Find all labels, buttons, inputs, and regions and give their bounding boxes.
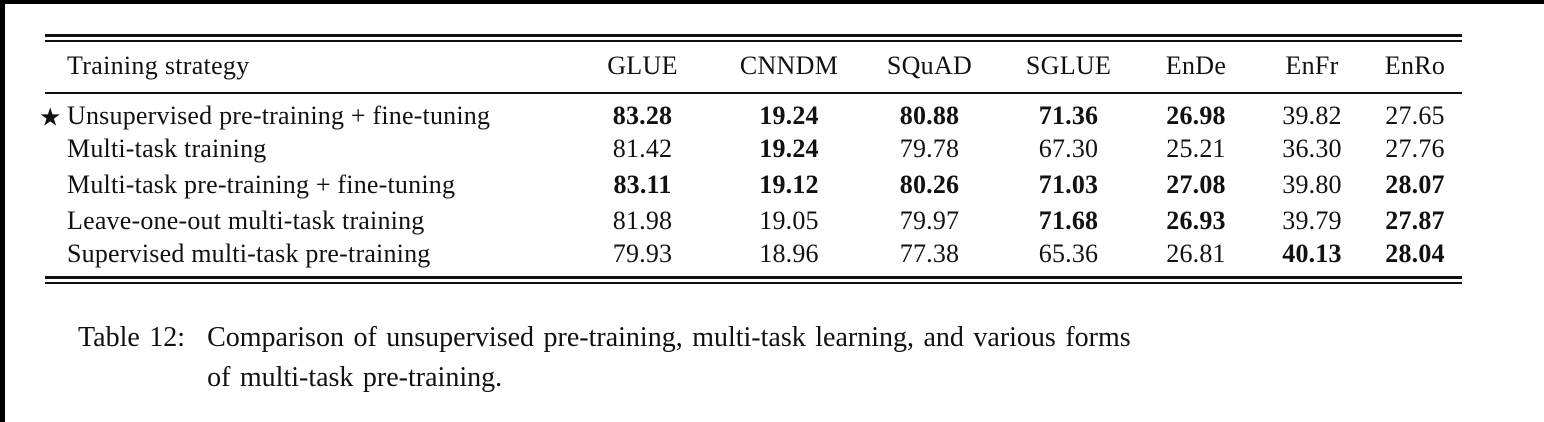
column-header-training-strategy: Training strategy xyxy=(45,42,565,94)
row-label-text: Supervised multi-task pre-training xyxy=(67,239,431,268)
cell-cnndm: 19.05 xyxy=(759,206,819,235)
column-header-enro: EnRo xyxy=(1368,42,1462,94)
table-top-rule xyxy=(45,34,1462,42)
cell-glue: 79.93 xyxy=(612,239,673,268)
column-header-enfr: EnFr xyxy=(1256,42,1368,94)
cell-sglue: 67.30 xyxy=(1038,134,1099,163)
table-bottom-rule xyxy=(45,276,1462,284)
star-icon: ★ xyxy=(39,102,62,132)
cell-ende: 26.93 xyxy=(1166,206,1226,235)
row-label-text: Unsupervised pre-training + fine-tuning xyxy=(67,101,491,130)
row-label-text: Multi-task training xyxy=(67,134,267,163)
column-header-sglue: SGLUE xyxy=(1001,42,1136,94)
cell-glue: 83.11 xyxy=(613,170,672,199)
table-caption: Table 12: Comparison of unsupervised pre… xyxy=(78,318,1478,398)
row-label-text: Multi-task pre-training + fine-tuning xyxy=(67,170,456,199)
cell-glue: 81.42 xyxy=(612,134,673,163)
table-row: ★ Unsupervised pre-training + fine-tuning… xyxy=(39,93,1462,131)
cell-enfr: 39.82 xyxy=(1282,101,1342,130)
cell-squad: 79.97 xyxy=(899,206,960,235)
column-header-ende: EnDe xyxy=(1136,42,1256,94)
caption-line: of multi-task pre-training. xyxy=(207,362,503,393)
row-label: Multi-task training xyxy=(45,131,565,167)
table-row: Leave-one-out multi-task training 81.98 … xyxy=(45,203,1462,239)
column-header-cnndm: CNNDM xyxy=(720,42,858,94)
cell-ende: 26.98 xyxy=(1166,101,1226,130)
row-label: ★ Unsupervised pre-training + fine-tuning xyxy=(39,93,565,131)
caption-text: Comparison of unsupervised pre-training,… xyxy=(207,318,1478,398)
cell-sglue: 71.03 xyxy=(1038,170,1099,199)
cell-cnndm: 19.24 xyxy=(759,101,819,130)
table-row: Multi-task training 81.42 19.24 79.78 67… xyxy=(45,131,1462,167)
row-label: Leave-one-out multi-task training xyxy=(45,203,565,239)
cell-enro: 27.65 xyxy=(1385,101,1445,130)
cell-enro: 27.76 xyxy=(1385,134,1445,163)
row-label: Multi-task pre-training + fine-tuning xyxy=(45,167,565,203)
caption-line: Comparison of unsupervised pre-training,… xyxy=(207,322,1131,353)
cell-enfr: 39.80 xyxy=(1282,170,1342,199)
results-table: Training strategy GLUE CNNDM SQuAD SGLUE… xyxy=(39,34,1462,284)
cell-enro: 27.87 xyxy=(1385,206,1445,235)
table-row: Supervised multi-task pre-training 79.93… xyxy=(45,239,1462,276)
table-row: Multi-task pre-training + fine-tuning 83… xyxy=(45,167,1462,203)
cell-cnndm: 19.24 xyxy=(759,134,819,163)
crop-edge-left xyxy=(0,0,5,422)
cell-ende: 27.08 xyxy=(1166,170,1226,199)
cell-ende: 25.21 xyxy=(1166,134,1226,163)
cell-squad: 80.26 xyxy=(899,170,960,199)
cell-enfr: 36.30 xyxy=(1282,134,1342,163)
cell-squad: 80.88 xyxy=(899,101,960,130)
column-header-glue: GLUE xyxy=(565,42,720,94)
cell-glue: 81.98 xyxy=(612,206,673,235)
cell-cnndm: 18.96 xyxy=(759,239,819,268)
column-header-squad: SQuAD xyxy=(858,42,1001,94)
cell-enfr: 40.13 xyxy=(1282,239,1342,268)
caption-label: Table 12: xyxy=(78,322,186,353)
cell-cnndm: 19.12 xyxy=(759,170,819,199)
cell-squad: 79.78 xyxy=(899,134,960,163)
cell-glue: 83.28 xyxy=(612,101,673,130)
cell-ende: 26.81 xyxy=(1166,239,1226,268)
comparison-table: Training strategy GLUE CNNDM SQuAD SGLUE… xyxy=(39,42,1462,276)
cell-enfr: 39.79 xyxy=(1282,206,1342,235)
cell-squad: 77.38 xyxy=(899,239,960,268)
cell-sglue: 65.36 xyxy=(1038,239,1099,268)
cell-enro: 28.07 xyxy=(1385,170,1445,199)
cell-enro: 28.04 xyxy=(1385,239,1445,268)
row-label: Supervised multi-task pre-training xyxy=(45,239,565,276)
cell-sglue: 71.68 xyxy=(1038,206,1099,235)
crop-edge-top xyxy=(0,0,1544,4)
row-label-text: Leave-one-out multi-task training xyxy=(67,206,425,235)
cell-sglue: 71.36 xyxy=(1038,101,1099,130)
header-row: Training strategy GLUE CNNDM SQuAD SGLUE… xyxy=(45,42,1462,94)
